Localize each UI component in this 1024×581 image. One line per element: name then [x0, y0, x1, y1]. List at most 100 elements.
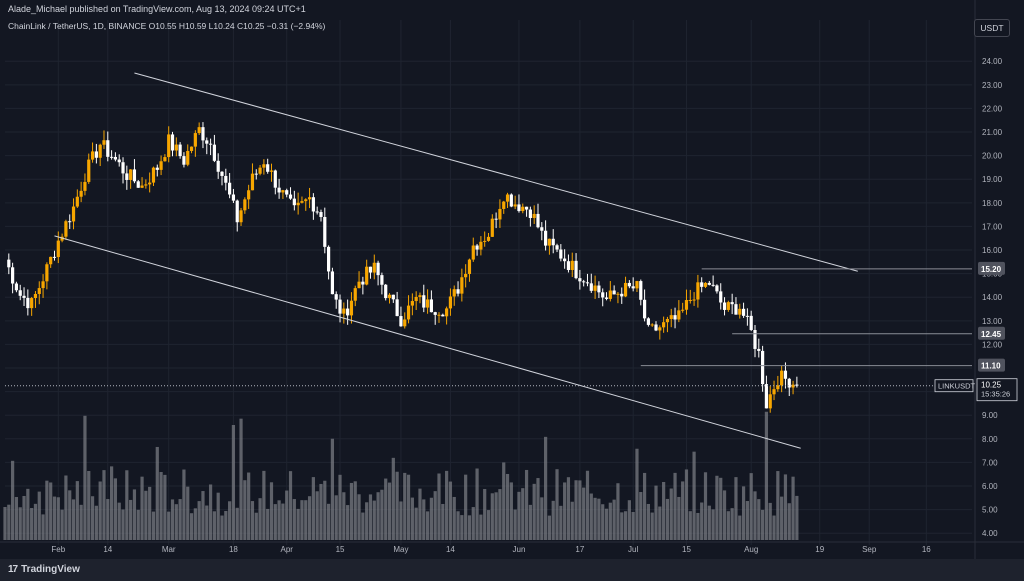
volume-bar	[7, 504, 11, 540]
x-tick-label: 15	[336, 545, 345, 554]
candle-body	[658, 327, 662, 331]
candle-body	[129, 169, 133, 180]
volume-bar	[60, 509, 64, 540]
candle-body	[170, 134, 175, 151]
y-tick-label: 8.00	[982, 435, 998, 444]
volume-bar	[589, 493, 593, 540]
volume-bar	[45, 480, 49, 540]
volume-bar	[231, 425, 236, 540]
candle-body	[719, 291, 723, 303]
candle-body	[673, 315, 677, 320]
volume-bar	[197, 501, 201, 540]
volume-bar	[228, 501, 232, 540]
candle-body	[551, 238, 555, 246]
current-price-badge	[976, 378, 1018, 402]
candle-body	[787, 378, 791, 388]
volume-bar	[189, 513, 194, 540]
volume-bar	[410, 497, 414, 540]
volume-bar	[479, 514, 483, 540]
volume-bar	[205, 505, 209, 540]
volume-bar	[483, 488, 487, 540]
x-tick-label: 18	[229, 545, 238, 554]
symbol-tag	[934, 379, 974, 393]
candle-body	[429, 299, 433, 313]
volume-bar	[745, 501, 749, 540]
volume-bar	[696, 512, 700, 540]
candle-body	[64, 221, 68, 237]
volume-bar	[132, 489, 137, 540]
volume-bar	[719, 477, 723, 540]
currency-button[interactable]: USDT	[974, 19, 1010, 37]
candle-body	[540, 227, 544, 231]
candle-body	[772, 389, 776, 395]
candle-body	[604, 297, 609, 299]
candle-body	[384, 284, 388, 299]
volume-bar	[178, 499, 182, 540]
candle-body	[372, 262, 376, 273]
volume-bar	[464, 474, 468, 540]
volume-bar	[528, 504, 532, 540]
candle-body	[155, 167, 159, 170]
candle-body	[406, 305, 411, 320]
candle-body	[761, 350, 765, 385]
candle-body	[11, 267, 15, 284]
candle-body	[612, 290, 616, 295]
candle-body	[692, 299, 696, 301]
candle-body	[30, 298, 34, 309]
candle-body	[26, 297, 30, 309]
candle-body	[677, 310, 681, 320]
y-tick-label: 4.00	[982, 529, 998, 538]
volume-bar	[353, 481, 357, 540]
candle-body	[140, 185, 144, 188]
volume-bar	[75, 481, 79, 540]
x-tick-label: 14	[103, 545, 112, 554]
volume-bar	[593, 497, 597, 540]
volume-bar	[673, 472, 677, 540]
candle-body	[532, 213, 536, 219]
volume-bar	[574, 480, 578, 540]
candle-body	[269, 170, 274, 172]
candle-body	[456, 289, 460, 294]
volume-bar	[144, 490, 148, 540]
volume-bar	[448, 481, 453, 540]
volume-bar	[730, 508, 734, 540]
tradingview-logo[interactable]: 17 TradingView	[8, 564, 80, 575]
candle-body	[357, 281, 361, 289]
volume-bar	[654, 485, 658, 540]
volume-bar	[368, 494, 373, 540]
candle-body	[186, 150, 190, 165]
volume-bar	[445, 470, 449, 540]
volume-bar	[608, 502, 612, 540]
volume-bar	[787, 503, 791, 540]
volume-bar	[56, 497, 60, 540]
candle-body	[109, 156, 114, 158]
candle-body	[445, 308, 449, 317]
candle-body	[471, 245, 475, 260]
candle-body	[201, 127, 205, 141]
candle-body	[151, 167, 156, 183]
candle-body	[441, 314, 445, 317]
candle-body	[688, 299, 692, 301]
candle-body	[18, 290, 22, 296]
candle-body	[125, 173, 129, 180]
volume-bar	[330, 438, 335, 540]
candle-body	[509, 194, 513, 207]
candle-body	[254, 173, 258, 175]
candle-body	[623, 282, 628, 297]
volume-bar	[357, 494, 361, 540]
volume-bar	[429, 497, 433, 540]
candle-body	[547, 238, 552, 246]
volume-bar	[319, 483, 323, 540]
candle-body	[323, 216, 327, 247]
candle-body	[94, 151, 98, 158]
candle-body	[410, 301, 414, 306]
candle-body	[574, 260, 578, 279]
candle-body	[346, 308, 350, 316]
x-tick-label: 17	[575, 545, 584, 554]
volume-bar	[212, 511, 216, 540]
volume-bar	[372, 500, 376, 540]
candle-body	[380, 275, 384, 285]
volume-bar	[662, 482, 666, 540]
